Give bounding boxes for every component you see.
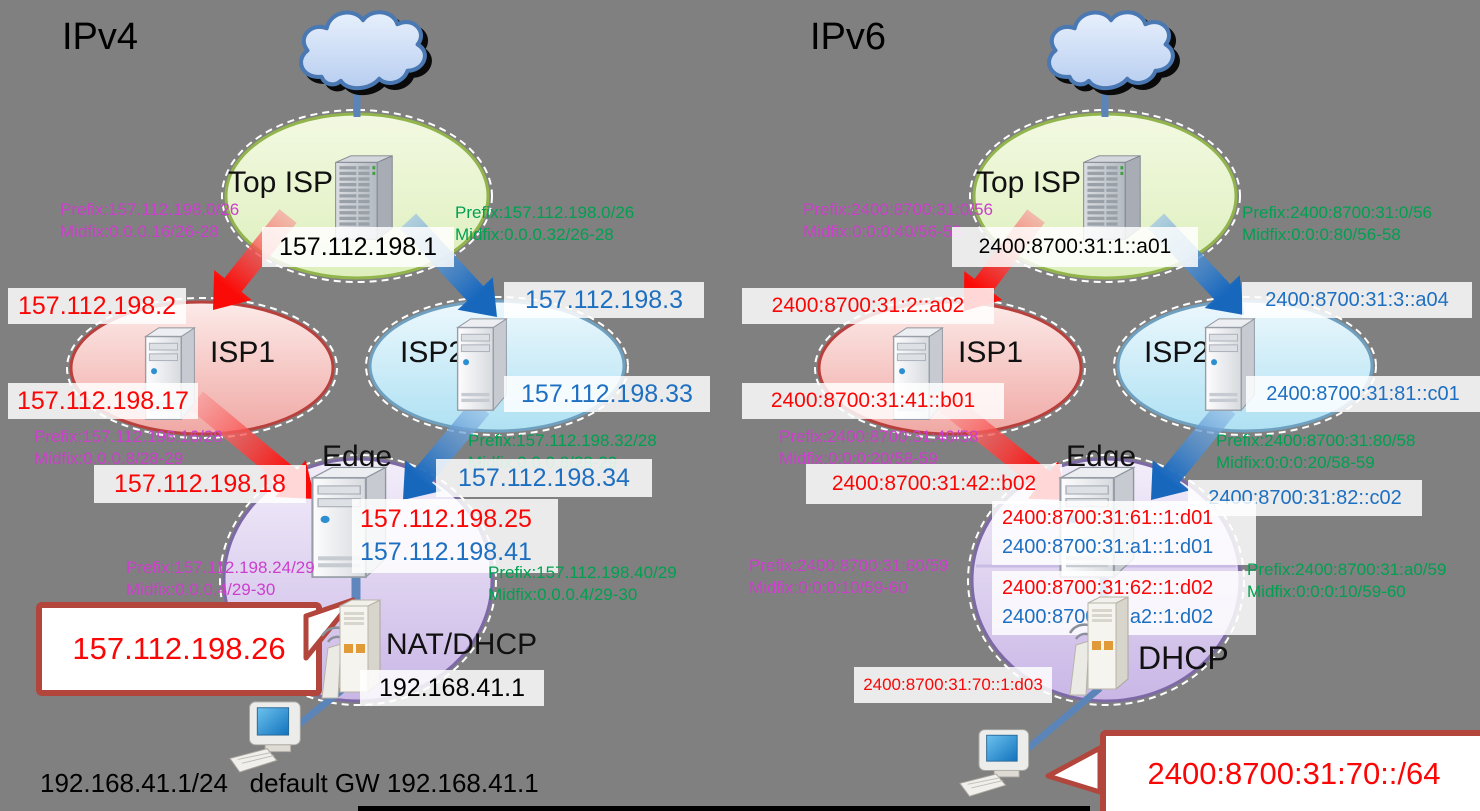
- midfix-line: Midfix:0.0.0.4/29-30: [126, 580, 276, 599]
- isp2-uplink-ip-ipv6: 2400:8700:31:3::a04: [1242, 282, 1472, 318]
- edge-dashed-ring-ipv4: [219, 454, 497, 706]
- top-isp-label-ipv4: Top ISP: [228, 166, 334, 199]
- prefix-line: Prefix:2400:8700:31:80/58: [1216, 431, 1416, 450]
- isp1-downlink-ip-ipv6: 2400:8700:31:41::b01: [742, 383, 1004, 419]
- callout-tail-ipv6: [1045, 745, 1103, 795]
- edge-subnet2-red-ipv6: 2400:8700:31:62::1:d02: [1002, 577, 1214, 599]
- bottom-border-bar: [358, 806, 1090, 811]
- isp2-label-ipv6: ISP2: [1144, 336, 1210, 369]
- topisp-router-ip-ipv6: 2400:8700:31:1::a01: [952, 227, 1198, 267]
- prefix-note-edge-left-ipv4: Prefix:157.112.198.24/29 Midfix:0.0.0.4/…: [126, 557, 315, 601]
- midfix-line: Midfix:0:0:0:10/59-60: [1247, 582, 1406, 601]
- top-isp-dashed-ring-ipv6: [969, 109, 1241, 283]
- isp2-label-ipv4: ISP2: [400, 336, 466, 369]
- prefix-line: Prefix:2400:8700:31:0/56: [1242, 203, 1432, 222]
- midfix-line: Midfix:0.0.0.32/26-28: [455, 225, 614, 244]
- prefix-note-isp2-ipv6: Prefix:2400:8700:31:80/58 Midfix:0:0:0:2…: [1216, 430, 1415, 474]
- nat-lan-ip-ipv4: 192.168.41.1: [360, 670, 544, 706]
- prefix-line: Prefix:157.112.198.40/29: [488, 563, 677, 582]
- dhcp-downlink-ip-ipv6: 2400:8700:31:70::1:d03: [854, 667, 1052, 703]
- edge-wan-ip-isp1-ipv4: 157.112.198.18: [94, 465, 306, 503]
- prefix-line: Prefix:157.112.198.24/29: [126, 558, 315, 577]
- internet-cloud-icon-ipv6: [1034, 2, 1180, 98]
- edge-subnet1-ips-ipv6: 2400:8700:31:61::1:d01 2400:8700:31:a1::…: [992, 501, 1256, 565]
- isp2-dashed-ring-ipv4: [365, 296, 629, 436]
- client-config-note-ipv4: 192.168.41.1/24 default GW 192.168.41.1: [40, 768, 539, 798]
- client-prefix-callout-ipv6: 2400:8700:31:70::/64: [1100, 730, 1480, 811]
- midfix-line: Midfix:0:0:0:10/59-60: [749, 578, 908, 597]
- dhcp-to-pc-link-ipv6: [1023, 685, 1103, 753]
- isp2-uplink-ip-ipv4: 157.112.198.3: [504, 282, 704, 318]
- internet-cloud-icon-ipv4: [286, 2, 432, 98]
- prefix-line: Prefix:157.112.198.32/28: [468, 431, 657, 450]
- edge-lan-ips-ipv4: 157.112.198.25 157.112.198.41: [352, 499, 558, 573]
- midfix-line: Midfix:0:0:0:20/58-59: [779, 449, 938, 468]
- prefix-note-edge-right-ipv6: Prefix:2400:8700:31:a0/59 Midfix:0:0:0:1…: [1247, 559, 1446, 603]
- midfix-line: Midfix:0:0:0:80/56-58: [1242, 225, 1401, 244]
- prefix-note-topisp-right-ipv6: Prefix:2400:8700:31:0/56 Midfix:0:0:0:80…: [1242, 202, 1432, 246]
- prefix-note-isp1-ipv6: Prefix:2400:8700:31:40/58 Midfix:0:0:0:2…: [779, 426, 978, 470]
- edge-subnet1-blue-ipv6: 2400:8700:31:a1::1:d01: [1002, 536, 1214, 558]
- dhcp-label-ipv6: DHCP: [1138, 640, 1229, 676]
- isp1-dashed-ring-ipv4: [66, 297, 338, 439]
- top-isp-dashed-ring-ipv4: [221, 109, 493, 283]
- nat-wan-ip-callout-ipv4: 157.112.198.26: [36, 602, 322, 696]
- callout-text: 157.112.198.26: [72, 631, 286, 666]
- isp1-label-ipv4: ISP1: [210, 336, 276, 369]
- edge-lan-ip-red-ipv4: 157.112.198.25: [360, 505, 532, 533]
- prefix-line: Prefix:2400:8700:31:40/58: [779, 427, 979, 446]
- edge-wan-ip-isp1-ipv6: 2400:8700:31:42::b02: [806, 464, 1062, 504]
- prefix-line: Prefix:157.112.198.16/28: [34, 427, 223, 446]
- isp1-label-ipv6: ISP1: [958, 336, 1024, 369]
- edge-lan-ip-blue-ipv4: 157.112.198.41: [360, 538, 532, 566]
- ipv4-title: IPv4: [62, 16, 139, 58]
- client-pc-icon-ipv4: [228, 698, 314, 776]
- topisp-router-ip-ipv4: 157.112.198.1: [262, 227, 454, 267]
- midfix-line: Midfix:0:0:0:40/56-58: [803, 222, 962, 241]
- edge-subnet1-red-ipv6: 2400:8700:31:61::1:d01: [1002, 507, 1214, 529]
- arrow-isp2-to-edge-ipv4: [403, 399, 490, 500]
- edge-wan-ip-isp2-ipv4: 157.112.198.34: [436, 459, 652, 497]
- isp2-downlink-ip-ipv6: 2400:8700:31:81::c01: [1246, 376, 1480, 412]
- prefix-line: Prefix:157.112.198.0/26: [455, 203, 635, 222]
- midfix-line: Midfix:0.0.0.8/28-29: [34, 449, 184, 468]
- dhcp-device-icon-ipv6: [1064, 583, 1140, 697]
- prefix-note-isp1-ipv4: Prefix:157.112.198.16/28 Midfix:0.0.0.8/…: [34, 426, 223, 470]
- prefix-note-edge-right-ipv4: Prefix:157.112.198.40/29 Midfix:0.0.0.4/…: [488, 562, 677, 606]
- callout-text: 2400:8700:31:70::/64: [1147, 756, 1441, 791]
- arrow-isp2-to-edge-ipv6: [1151, 400, 1236, 500]
- prefix-note-topisp-left-ipv6: Prefix:2400:8700:31:0/56 Midfix:0:0:0:40…: [803, 199, 993, 243]
- top-isp-label-ipv6: Top ISP: [976, 166, 1082, 199]
- prefix-line: Prefix:2400:8700:31:a0/59: [1247, 560, 1447, 579]
- nat-dhcp-label-ipv4: NAT/DHCP: [386, 628, 538, 661]
- isp1-uplink-ip-ipv6: 2400:8700:31:2::a02: [742, 288, 994, 324]
- midfix-line: Midfix:0:0:0:20/58-59: [1216, 453, 1375, 472]
- midfix-line: Midfix:0.0.0.4/29-30: [488, 585, 638, 604]
- midfix-line: Midfix:0.0.0.16/26-28: [60, 222, 219, 241]
- prefix-note-topisp-left-ipv4: Prefix:157.112.198.0/26 Midfix:0.0.0.16/…: [60, 199, 239, 243]
- isp2-downlink-ip-ipv4: 157.112.198.33: [504, 376, 710, 412]
- client-pc-icon-ipv6: [958, 726, 1042, 800]
- prefix-line: Prefix:2400:8700:31:60/59: [749, 556, 949, 575]
- prefix-note-topisp-right-ipv4: Prefix:157.112.198.0/26 Midfix:0.0.0.32/…: [455, 202, 634, 246]
- prefix-line: Prefix:2400:8700:31:0/56: [803, 200, 993, 219]
- isp2-server-icon-ipv4: [452, 316, 512, 416]
- prefix-line: Prefix:157.112.198.0/26: [60, 200, 240, 219]
- isp1-uplink-ip-ipv4: 157.112.198.2: [8, 288, 186, 324]
- prefix-note-edge-left-ipv6: Prefix:2400:8700:31:60/59 Midfix:0:0:0:1…: [749, 555, 948, 599]
- ipv6-title: IPv6: [810, 16, 887, 58]
- isp1-downlink-ip-ipv4: 157.112.198.17: [8, 383, 198, 419]
